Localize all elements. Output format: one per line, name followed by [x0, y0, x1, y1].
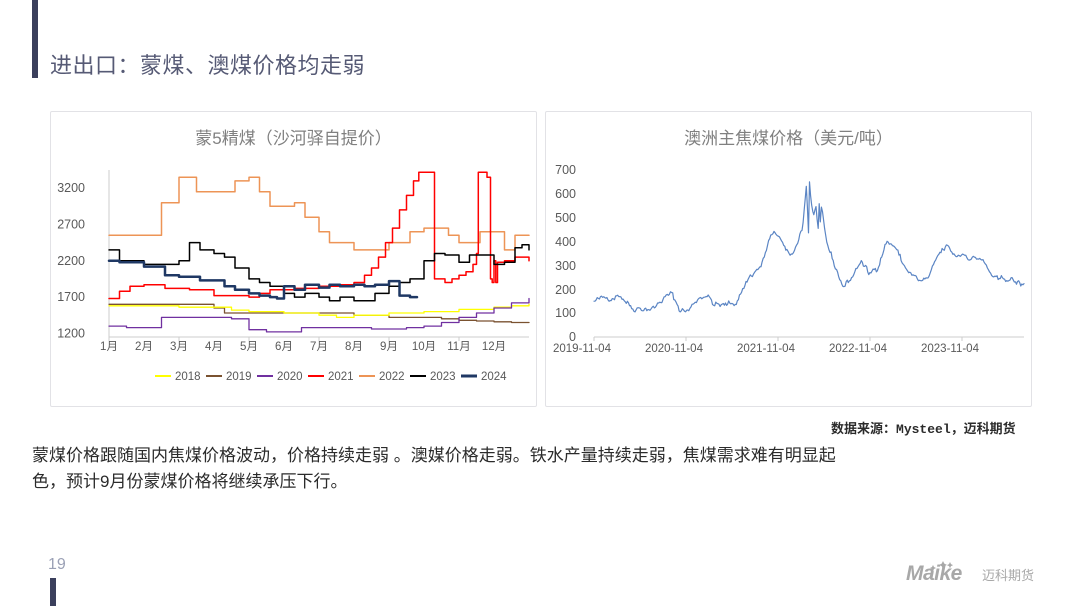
svg-text:2019: 2019 — [226, 371, 252, 383]
svg-text:1200: 1200 — [57, 326, 85, 340]
svg-text:400: 400 — [555, 235, 576, 249]
svg-text:300: 300 — [555, 259, 576, 273]
svg-text:2022-11-04: 2022-11-04 — [829, 343, 888, 355]
svg-text:2018: 2018 — [175, 371, 201, 383]
svg-text:2020-11-04: 2020-11-04 — [645, 343, 704, 355]
svg-text:2022: 2022 — [379, 371, 405, 383]
svg-text:5月: 5月 — [240, 341, 258, 353]
svg-text:12月: 12月 — [482, 341, 506, 353]
svg-text:2019-11-04: 2019-11-04 — [553, 343, 612, 355]
svg-text:4月: 4月 — [205, 341, 223, 353]
svg-text:600: 600 — [555, 187, 576, 201]
svg-text:0: 0 — [569, 330, 576, 344]
svg-text:9月: 9月 — [380, 341, 398, 353]
svg-text:迈科期货: 迈科期货 — [982, 568, 1034, 583]
svg-text:1月: 1月 — [100, 341, 118, 353]
svg-text:7月: 7月 — [310, 341, 328, 353]
svg-text:10月: 10月 — [412, 341, 436, 353]
svg-text:3月: 3月 — [170, 341, 188, 353]
svg-text:6月: 6月 — [275, 341, 293, 353]
svg-text:2023: 2023 — [430, 371, 456, 383]
svg-text:3200: 3200 — [57, 181, 85, 195]
svg-text:2200: 2200 — [57, 254, 85, 268]
svg-text:Maike: Maike — [906, 562, 963, 585]
svg-text:2700: 2700 — [57, 218, 85, 232]
svg-text:2023-11-04: 2023-11-04 — [921, 343, 980, 355]
svg-text:2024: 2024 — [481, 371, 507, 383]
svg-text:2月: 2月 — [135, 341, 153, 353]
svg-text:100: 100 — [555, 306, 576, 320]
svg-text:1700: 1700 — [57, 290, 85, 304]
svg-text:700: 700 — [555, 163, 576, 177]
svg-text:200: 200 — [555, 283, 576, 297]
svg-text:2020: 2020 — [277, 371, 303, 383]
svg-text:2021: 2021 — [328, 371, 354, 383]
svg-text:8月: 8月 — [345, 341, 363, 353]
svg-text:2021-11-04: 2021-11-04 — [737, 343, 796, 355]
svg-text:500: 500 — [555, 211, 576, 225]
svg-text:11月: 11月 — [447, 341, 470, 353]
